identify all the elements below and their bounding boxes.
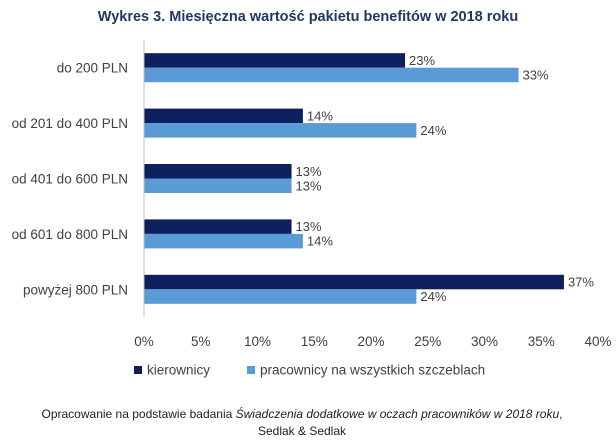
bar-kierownicy	[144, 108, 303, 124]
data-label: 13%	[296, 219, 322, 234]
bars	[144, 53, 564, 304]
x-tick-label: 20%	[357, 334, 384, 349]
data-label: 24%	[420, 123, 446, 138]
category-label: do 200 PLN	[57, 61, 128, 76]
source-suffix: ,	[559, 407, 562, 421]
bar-pracownicy	[144, 67, 519, 83]
legend: kierownicy pracownicy na wszystkich szcze…	[134, 363, 485, 378]
bar-pracownicy	[144, 123, 417, 138]
x-tick-label: 40%	[584, 334, 611, 349]
legend-swatch	[247, 366, 255, 374]
data-label: 14%	[307, 108, 333, 123]
data-label: 13%	[296, 178, 322, 193]
x-tick-label: 15%	[301, 334, 328, 349]
x-tick-label: 5%	[191, 334, 211, 349]
x-tick-label: 25%	[414, 334, 441, 349]
category-label: powyżej 800 PLN	[23, 282, 128, 297]
data-labels: 23%33%14%24%13%13%13%14%37%24%	[296, 53, 595, 304]
source-prefix: Opracowanie na podstawie badania	[42, 407, 236, 421]
data-label: 14%	[307, 234, 333, 249]
category-label: od 201 do 400 PLN	[12, 116, 128, 131]
data-label: 13%	[296, 164, 322, 179]
x-tick-label: 35%	[528, 334, 555, 349]
data-label: 33%	[523, 67, 549, 82]
bar-kierownicy	[144, 219, 292, 234]
bar-kierownicy	[144, 164, 292, 179]
source-title: Świadczenia dodatkowe w oczach pracownik…	[236, 406, 560, 421]
x-axis: 0% 5% 10% 15% 20% 25% 30% 35% 40%	[134, 40, 612, 349]
x-tick-label: 30%	[471, 334, 498, 349]
category-label: od 401 do 600 PLN	[12, 172, 128, 187]
legend-swatch	[134, 366, 142, 374]
data-label: 24%	[420, 289, 446, 304]
chart-title: Wykres 3. Miesięczna wartość pakietu ben…	[98, 9, 518, 25]
x-tick-label: 0%	[134, 334, 154, 349]
legend-label: pracownicy na wszystkich szczeblach	[260, 363, 485, 378]
category-labels: do 200 PLN od 201 do 400 PLN od 401 do 600…	[12, 61, 128, 298]
bar-pracownicy	[144, 289, 417, 304]
x-tick-label: 10%	[244, 334, 271, 349]
data-label: 23%	[409, 53, 435, 68]
source-author: Sedlak & Sedlak	[258, 424, 347, 438]
data-label: 37%	[568, 275, 594, 290]
bar-kierownicy	[144, 53, 406, 68]
bar-kierownicy	[144, 274, 564, 290]
source-note: Opracowanie na podstawie badania Świadcz…	[42, 406, 563, 421]
bar-pracownicy	[144, 178, 292, 193]
legend-label: kierownicy	[147, 363, 210, 378]
bar-pracownicy	[144, 233, 303, 249]
category-label: od 601 do 800 PLN	[12, 227, 128, 242]
